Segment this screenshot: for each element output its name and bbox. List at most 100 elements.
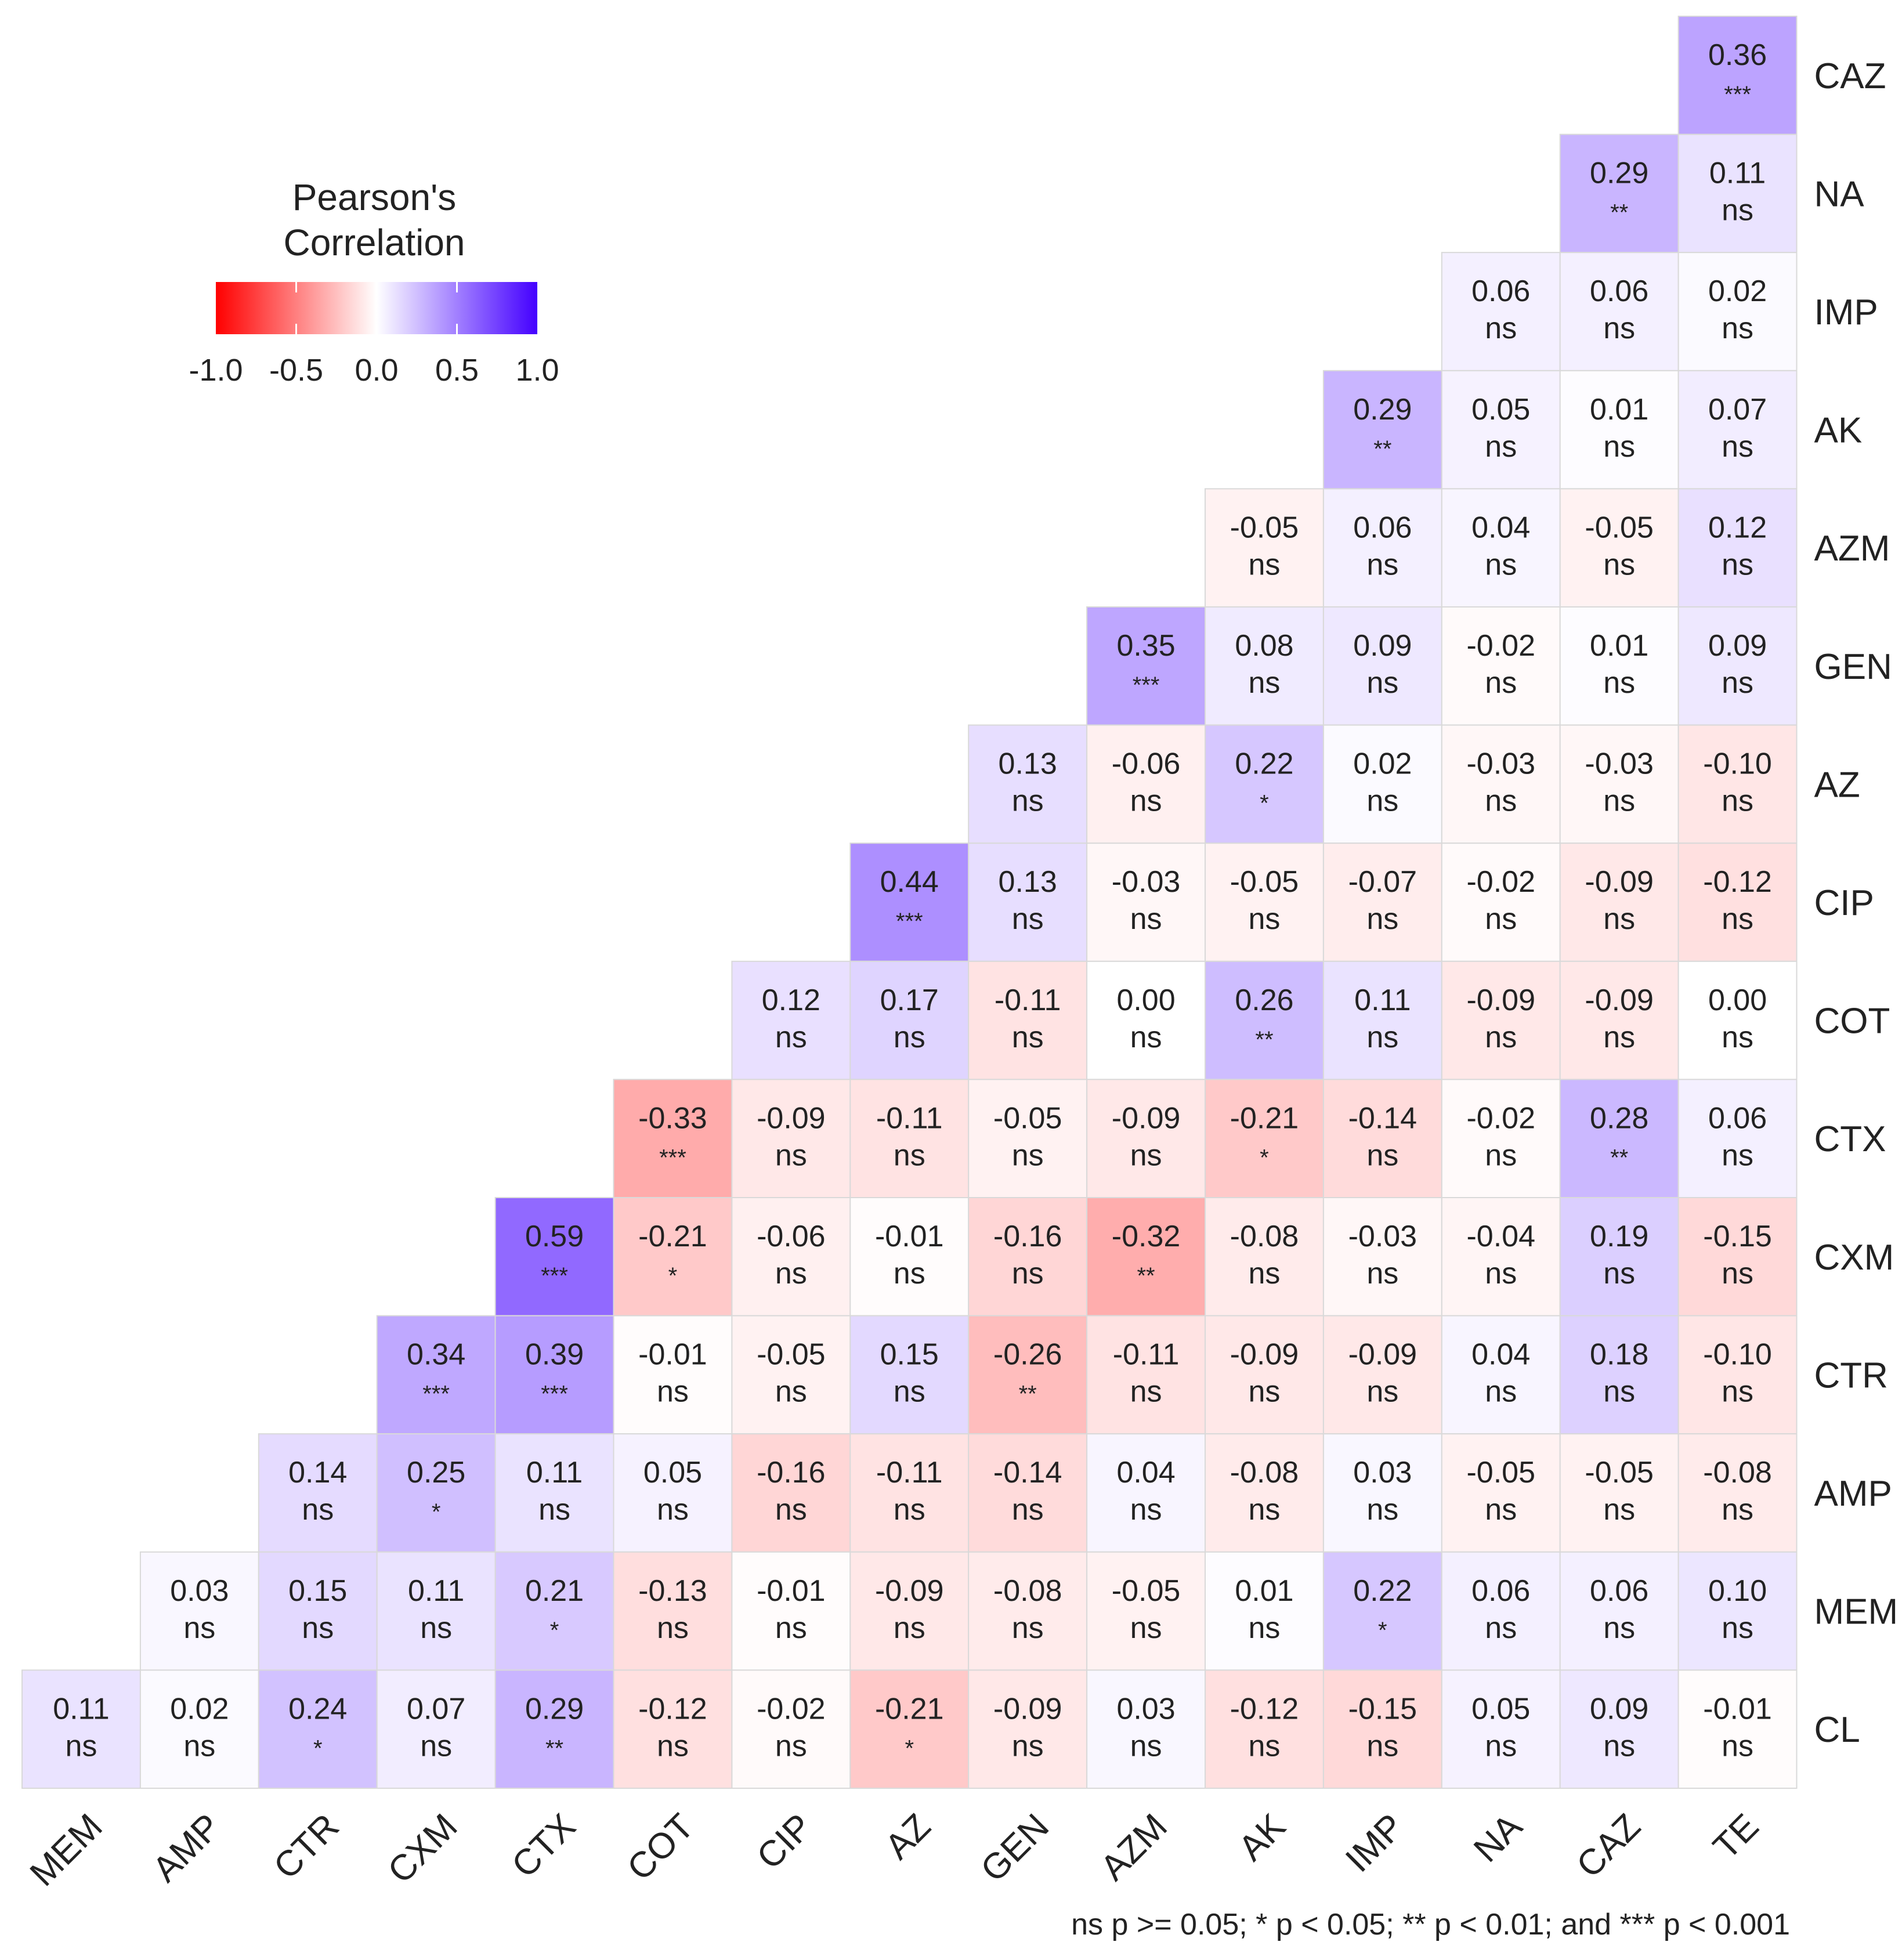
cell-value-label: 0.13 bbox=[999, 747, 1057, 781]
cell-significance-label: ** bbox=[1137, 1263, 1155, 1289]
heatmap-cell-cxm-ctx: 0.59 *** bbox=[494, 1197, 614, 1317]
cell-significance-label: ns bbox=[1248, 1375, 1280, 1409]
legend-tick-label: -0.5 bbox=[269, 353, 323, 388]
legend-title-line1: Pearson's bbox=[292, 176, 457, 218]
heatmap-cell-fill bbox=[1559, 1197, 1679, 1317]
cell-significance-label: ns bbox=[1130, 1611, 1162, 1645]
cell-value-label: -0.12 bbox=[638, 1692, 707, 1726]
heatmap-cell-fill bbox=[1205, 606, 1324, 726]
cell-value-label: -0.02 bbox=[757, 1692, 826, 1726]
heatmap-cell-fill bbox=[1322, 960, 1442, 1080]
row-label-cot: COT bbox=[1814, 1001, 1890, 1042]
heatmap-cell-cot-azm: 0.00 ns bbox=[1086, 960, 1206, 1080]
heatmap-cell-fill bbox=[1441, 724, 1561, 844]
heatmap-cell-azm-caz: -0.05 ns bbox=[1559, 488, 1679, 608]
cell-value-label: 0.15 bbox=[880, 1338, 939, 1372]
cell-significance-label: ns bbox=[1012, 1138, 1044, 1172]
cell-value-label: 0.06 bbox=[1590, 274, 1648, 308]
heatmap-cell-amp-imp: 0.03 ns bbox=[1322, 1433, 1442, 1553]
cell-significance-label: ns bbox=[420, 1611, 452, 1645]
heatmap-cell-ctx-caz: 0.28 ** bbox=[1559, 1079, 1679, 1199]
heatmap-cell-fill bbox=[1322, 1197, 1442, 1317]
cell-value-label: -0.02 bbox=[1466, 1101, 1535, 1135]
heatmap-cell-fill bbox=[1677, 133, 1798, 254]
heatmap-cell-gen-azm: 0.35 *** bbox=[1086, 606, 1206, 726]
heatmap-cell-fill bbox=[1559, 370, 1679, 490]
cell-significance-label: ns bbox=[1603, 312, 1635, 345]
cell-significance-label: ns bbox=[1248, 1729, 1280, 1763]
cell-value-label: 0.25 bbox=[407, 1456, 465, 1489]
cell-significance-label: ns bbox=[1722, 666, 1753, 700]
heatmap-cell-mem-ctx: 0.21 * bbox=[494, 1551, 614, 1671]
heatmap-cell-cxm-azm: -0.32 ** bbox=[1086, 1197, 1206, 1317]
cell-significance-label: ns bbox=[1722, 548, 1753, 581]
heatmap-cell-cot-cip: 0.12 ns bbox=[731, 960, 851, 1080]
cell-significance-label: ns bbox=[1722, 312, 1753, 345]
heatmap-cell-ctr-ctx: 0.39 *** bbox=[494, 1315, 614, 1435]
cell-value-label: 0.44 bbox=[880, 865, 939, 899]
cell-significance-label: * bbox=[313, 1735, 323, 1761]
cell-significance-label: ns bbox=[1485, 1611, 1517, 1645]
cell-significance-label: ns bbox=[775, 1021, 807, 1054]
cell-significance-label: ns bbox=[1603, 1257, 1635, 1290]
heatmap-cell-cxm-ak: -0.08 ns bbox=[1205, 1197, 1324, 1317]
cell-value-label: 0.07 bbox=[407, 1692, 465, 1726]
cell-significance-label: ns bbox=[1485, 1257, 1517, 1290]
significance-footnote: ns p >= 0.05; * p < 0.05; ** p < 0.01; a… bbox=[1071, 1908, 1790, 1941]
heatmap-cell-azm-ak: -0.05 ns bbox=[1205, 488, 1324, 608]
cell-value-label: 0.59 bbox=[525, 1220, 584, 1253]
cell-value-label: -0.15 bbox=[1703, 1220, 1772, 1253]
cell-value-label: 0.09 bbox=[1708, 629, 1767, 663]
cell-value-label: -0.21 bbox=[638, 1220, 707, 1253]
heatmap-cell-fill bbox=[1086, 1315, 1206, 1435]
heatmap-cell-fill bbox=[1205, 1197, 1324, 1317]
heatmap-cell-amp-ctx: 0.11 ns bbox=[494, 1433, 614, 1553]
cell-value-label: 0.12 bbox=[1708, 511, 1767, 544]
cell-significance-label: ns bbox=[1485, 1493, 1517, 1527]
cell-value-label: -0.09 bbox=[993, 1692, 1062, 1726]
cell-significance-label: ns bbox=[1722, 1729, 1753, 1763]
heatmap-cell-fill bbox=[731, 1433, 851, 1553]
cell-value-label: 0.11 bbox=[53, 1692, 109, 1726]
heatmap-cell-ak-te: 0.07 ns bbox=[1677, 370, 1798, 490]
cell-value-label: 0.39 bbox=[525, 1338, 584, 1372]
cell-significance-label: *** bbox=[896, 909, 923, 934]
heatmap-cell-fill bbox=[1322, 1433, 1442, 1553]
heatmap-cell-fill bbox=[1677, 488, 1798, 608]
heatmap-cell-cot-ak: 0.26 ** bbox=[1205, 960, 1324, 1080]
heatmap-cell-fill bbox=[1559, 1079, 1679, 1199]
cell-significance-label: ns bbox=[183, 1729, 215, 1763]
cell-value-label: 0.02 bbox=[170, 1692, 229, 1726]
cell-significance-label: ns bbox=[1603, 1611, 1635, 1645]
heatmap-cell-fill bbox=[1322, 1079, 1442, 1199]
cell-significance-label: ns bbox=[302, 1611, 334, 1645]
cell-value-label: 0.01 bbox=[1235, 1574, 1293, 1608]
heatmap-cell-fill bbox=[1677, 606, 1798, 726]
cell-value-label: 0.08 bbox=[1235, 629, 1293, 663]
cell-value-label: -0.08 bbox=[1703, 1456, 1772, 1489]
cell-value-label: 0.02 bbox=[1353, 747, 1412, 781]
heatmap-cell-amp-caz: -0.05 ns bbox=[1559, 1433, 1679, 1553]
cell-significance-label: ns bbox=[1130, 784, 1162, 818]
heatmap-cell-fill bbox=[1677, 1551, 1798, 1671]
cell-value-label: -0.05 bbox=[1466, 1456, 1535, 1489]
row-label-az: AZ bbox=[1814, 765, 1860, 805]
cell-value-label: 0.22 bbox=[1353, 1574, 1412, 1608]
heatmap-cell-fill bbox=[613, 1079, 733, 1199]
heatmap-cell-fill bbox=[968, 1197, 1088, 1317]
cell-value-label: 0.05 bbox=[1471, 1692, 1530, 1726]
heatmap-cell-fill bbox=[1205, 960, 1324, 1080]
cell-significance-label: ns bbox=[1603, 1375, 1635, 1409]
